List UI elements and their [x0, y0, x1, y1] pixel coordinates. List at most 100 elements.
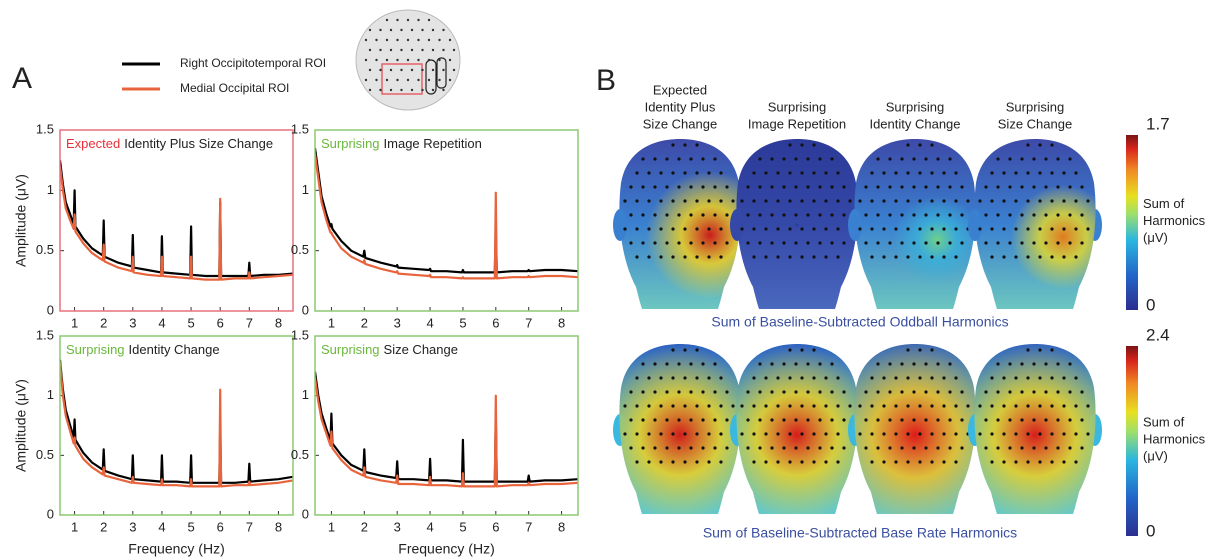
chart-title: Surprising Size Change: [321, 342, 458, 357]
series-line: [315, 372, 578, 482]
x-tick-label: 5: [459, 315, 466, 330]
row-caption: Sum of Baseline-Subtracted Oddball Harmo…: [711, 314, 1008, 330]
x-tick-label: 2: [361, 315, 368, 330]
colorbar-label: Sum of: [1143, 414, 1185, 429]
head-topomap: [730, 139, 864, 309]
column-title: Size Change: [998, 116, 1072, 131]
x-tick-label: 3: [129, 519, 136, 534]
column-condition: Surprising: [886, 99, 945, 114]
x-tick-label: 4: [426, 519, 433, 534]
y-tick-label: 0.5: [291, 447, 309, 462]
y-tick-label: 1: [47, 182, 54, 197]
y-tick-label: 1: [302, 387, 309, 402]
x-tick-label: 1: [71, 315, 78, 330]
y-tick-label: 0.5: [36, 447, 54, 462]
x-tick-label: 1: [71, 519, 78, 534]
series-line: [60, 360, 293, 483]
colorbar-label: (μV): [1143, 448, 1168, 463]
x-tick-label: 6: [492, 315, 499, 330]
row-caption: Sum of Baseline-Subtracted Base Rate Har…: [703, 525, 1017, 541]
x-tick-label: 2: [100, 519, 107, 534]
x-axis-label: Frequency (Hz): [128, 541, 224, 557]
chart-condition: Surprising: [66, 342, 125, 357]
chart-condition: Surprising: [321, 342, 380, 357]
colorbar-label: Sum of: [1143, 196, 1185, 211]
colorbar-tick-label: 2.4: [1146, 325, 1170, 344]
chart-title-text: Identity Change: [129, 342, 220, 357]
y-tick-label: 1: [302, 182, 309, 197]
y-tick-label: 1: [47, 387, 54, 402]
y-axis-label: Amplitude (μV): [13, 379, 29, 472]
series-line: [60, 166, 293, 279]
y-axis-label: Amplitude (μV): [13, 174, 29, 267]
y-tick-label: 0: [302, 506, 309, 521]
chart-frame: [60, 336, 293, 515]
x-tick-label: 3: [394, 519, 401, 534]
x-tick-label: 5: [459, 519, 466, 534]
x-tick-label: 1: [328, 315, 335, 330]
column-title: Identity Change: [869, 116, 960, 131]
chart-title-text: Size Change: [384, 342, 458, 357]
x-tick-label: 2: [100, 315, 107, 330]
head-topomap: [848, 139, 982, 309]
x-tick-label: 3: [394, 315, 401, 330]
panel-label: A: [12, 62, 32, 95]
series-line: [315, 154, 578, 278]
x-tick-label: 5: [187, 519, 194, 534]
series-line: [60, 160, 293, 276]
column-title: Size Change: [643, 116, 717, 131]
colorbar-label: Harmonics: [1143, 431, 1206, 446]
y-tick-label: 0.5: [291, 242, 309, 257]
y-tick-label: 0: [47, 302, 54, 317]
x-tick-label: 4: [158, 519, 165, 534]
colorbar: [1126, 346, 1138, 536]
y-tick-label: 1.5: [291, 327, 309, 342]
x-tick-label: 4: [426, 315, 433, 330]
chart-title: Expected Identity Plus Size Change: [66, 136, 273, 151]
column-condition: Surprising: [768, 99, 827, 114]
chart-title-text: Identity Plus Size Change: [124, 136, 273, 151]
colorbar-tick-label: 0: [1146, 295, 1155, 314]
panel-label: B: [596, 64, 616, 97]
chart-condition: Expected: [66, 136, 120, 151]
y-tick-label: 1.5: [291, 121, 309, 136]
column-condition: Expected: [653, 82, 707, 97]
x-tick-label: 7: [246, 519, 253, 534]
column-title: Image Repetition: [748, 116, 846, 131]
y-tick-label: 1.5: [36, 121, 54, 136]
colorbar: [1126, 135, 1138, 310]
column-condition: Surprising: [1006, 99, 1065, 114]
y-tick-label: 0: [302, 302, 309, 317]
x-tick-label: 8: [558, 519, 565, 534]
chart-frame: [60, 130, 293, 311]
series-line: [315, 378, 578, 487]
x-tick-label: 8: [558, 315, 565, 330]
x-tick-label: 6: [217, 519, 224, 534]
chart-title: Surprising Identity Change: [66, 342, 220, 357]
x-tick-label: 7: [525, 315, 532, 330]
colorbar-label: Harmonics: [1143, 213, 1206, 228]
head-topomap: [968, 139, 1115, 309]
column-title: Identity Plus: [645, 99, 716, 114]
y-tick-label: 0.5: [36, 242, 54, 257]
x-axis-label: Frequency (Hz): [398, 541, 494, 557]
chart-title-text: Image Repetition: [384, 136, 482, 151]
x-tick-label: 1: [328, 519, 335, 534]
x-tick-label: 5: [187, 315, 194, 330]
figure: A B Right Occipitotemporal ROI Medial Occip…: [0, 0, 1220, 557]
x-tick-label: 6: [492, 519, 499, 534]
x-tick-label: 7: [525, 519, 532, 534]
x-tick-label: 8: [275, 519, 282, 534]
x-tick-label: 8: [275, 315, 282, 330]
x-tick-label: 4: [158, 315, 165, 330]
legend-label: Medial Occipital ROI: [180, 81, 289, 95]
legend-label: Right Occipitotemporal ROI: [180, 56, 326, 70]
x-tick-label: 6: [217, 315, 224, 330]
chart-title: SurprisingImage Repetition: [321, 136, 482, 151]
chart-frame: [315, 130, 578, 311]
series-line: [315, 148, 578, 272]
colorbar-tick-label: 1.7: [1146, 114, 1170, 133]
x-tick-label: 2: [361, 519, 368, 534]
x-tick-label: 7: [246, 315, 253, 330]
colorbar-tick-label: 0: [1146, 521, 1155, 540]
